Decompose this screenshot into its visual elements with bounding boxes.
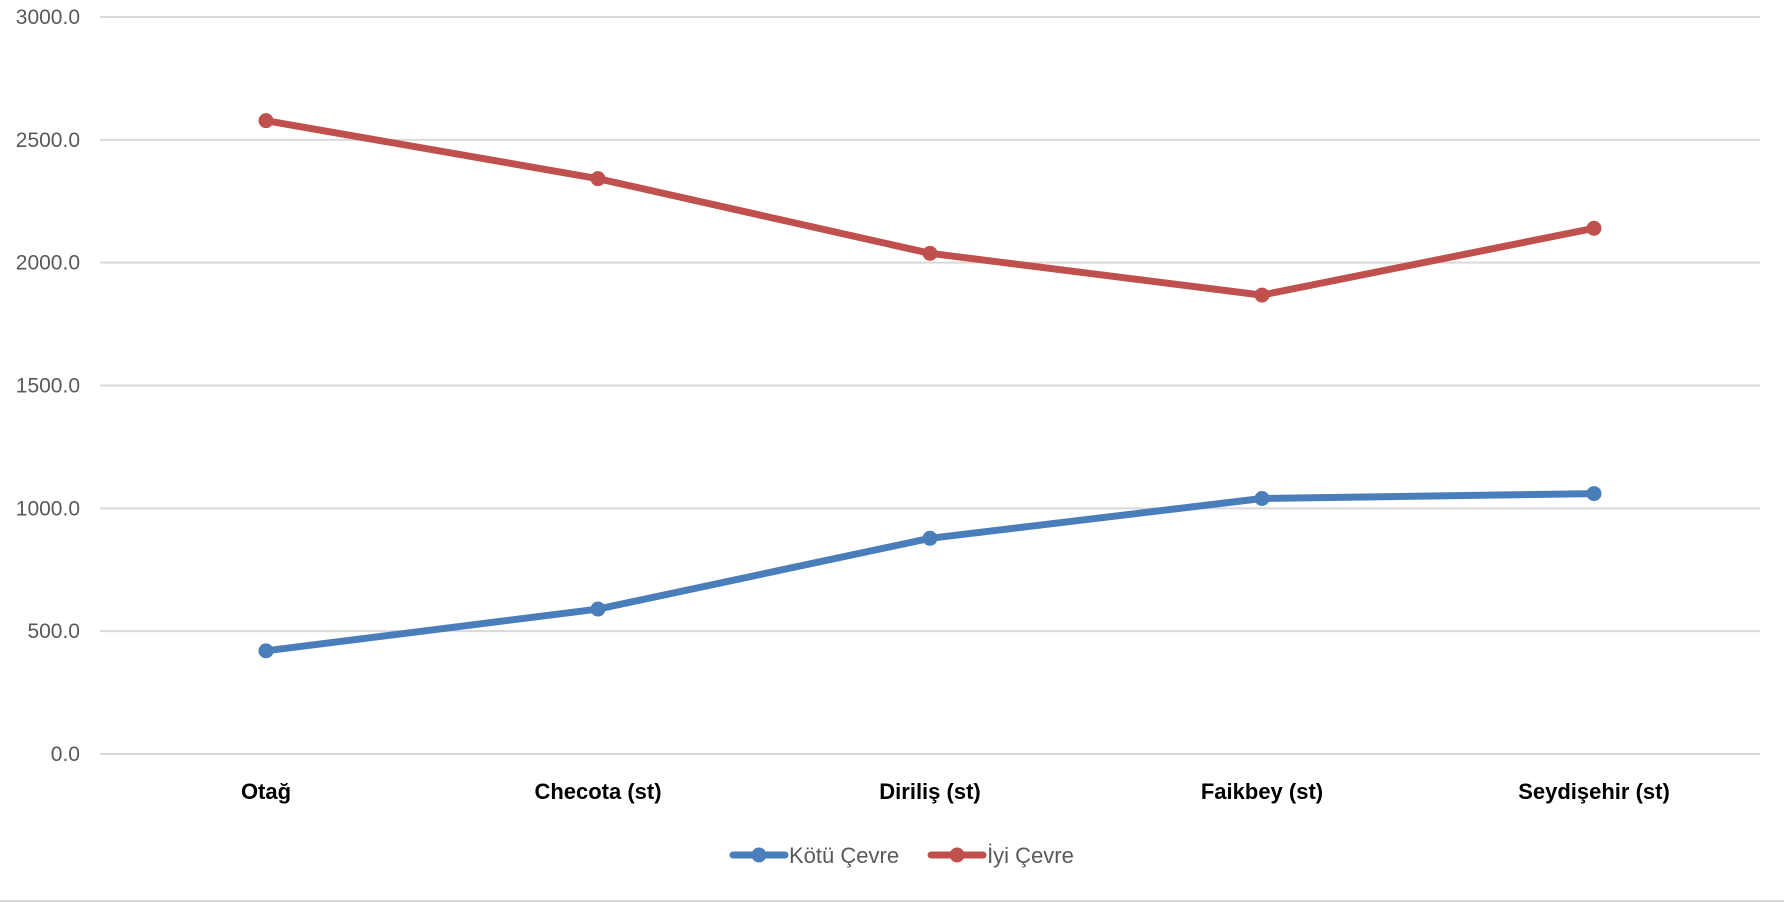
series-1-line [262, 490, 1598, 655]
legend-item-2: İyi Çevre [927, 843, 1074, 868]
x-tick-label: Seydişehir (st) [1518, 779, 1670, 804]
y-tick-label: 1000.0 [16, 497, 80, 520]
y-tick-label: 3000.0 [16, 6, 80, 29]
series-2-point [258, 113, 274, 129]
legend-label: İyi Çevre [987, 843, 1074, 868]
x-axis-ticks: Otağ Checota (st) Diriliş (st) Faikbey (st)… [241, 779, 1670, 804]
x-tick-label: Otağ [241, 779, 291, 804]
x-tick-label: Faikbey (st) [1201, 779, 1323, 804]
series-1-point [922, 530, 938, 546]
y-tick-label: 500.0 [27, 620, 80, 643]
x-tick-label: Checota (st) [534, 779, 661, 804]
series-1-point [1254, 491, 1270, 507]
series-lines [258, 113, 1602, 659]
series-2-point [1254, 287, 1270, 303]
y-tick-label: 2500.0 [16, 129, 80, 152]
series-1-point [258, 643, 274, 659]
series-2-point [590, 171, 606, 187]
legend-item-1: Kötü Çevre [729, 843, 899, 868]
series-1-point [590, 601, 606, 617]
series-2-line [262, 117, 1598, 299]
y-tick-label: 0.0 [51, 743, 80, 766]
series-1-point [1586, 486, 1602, 502]
legend-label: Kötü Çevre [789, 843, 899, 868]
y-axis-ticks: 0.0 500.0 1000.0 1500.0 2000.0 2500.0 3000.0 [16, 6, 80, 766]
y-tick-label: 1500.0 [16, 375, 80, 398]
series-2-point [1586, 220, 1602, 236]
x-tick-label: Diriliş (st) [879, 779, 980, 804]
y-tick-label: 2000.0 [16, 252, 80, 275]
legend-marker-swatch [949, 847, 965, 863]
legend-marker-swatch [751, 847, 767, 863]
series-2-point [922, 245, 938, 261]
legend: Kötü Çevre İyi Çevre [729, 843, 1074, 868]
